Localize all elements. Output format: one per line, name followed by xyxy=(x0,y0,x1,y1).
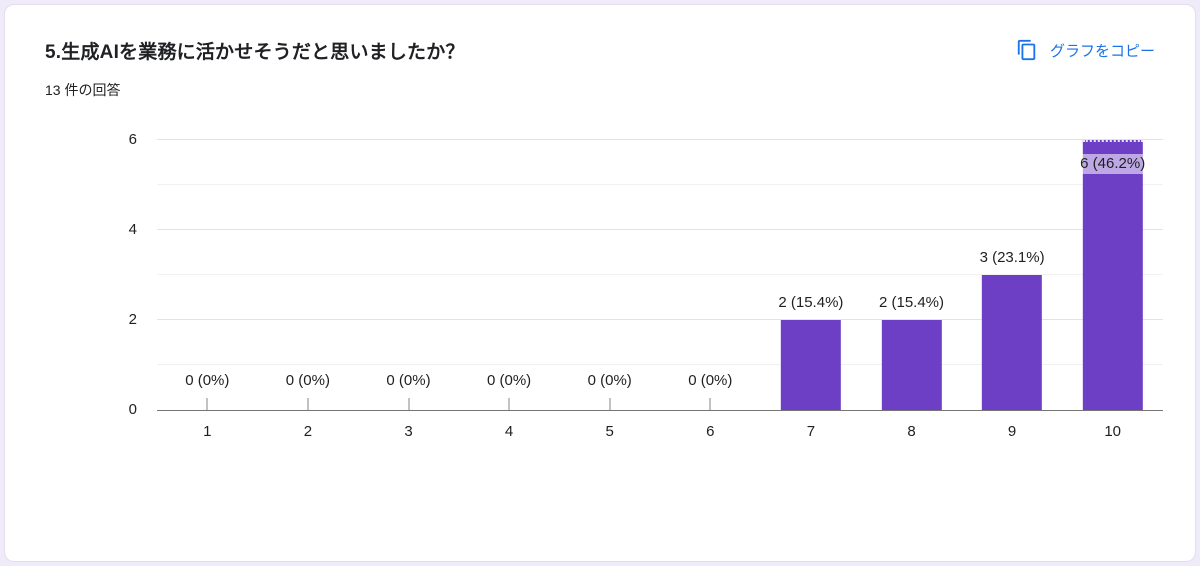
x-tick-label: 4 xyxy=(504,423,514,440)
copy-label: グラフをコピー xyxy=(1049,42,1155,60)
y-tick-label: 0 xyxy=(128,401,137,418)
gridline xyxy=(157,139,1163,140)
value-label: 3 (23.1%) xyxy=(979,249,1045,266)
copy-icon xyxy=(1016,39,1038,61)
gridline xyxy=(157,364,1163,365)
gridline xyxy=(157,184,1163,185)
gridline xyxy=(157,319,1163,320)
value-label: 0 (0%) xyxy=(285,372,330,389)
zero-bar-stem xyxy=(709,398,711,410)
value-label: 2 (15.4%) xyxy=(878,294,945,312)
copy-chart-button[interactable]: グラフをコピー xyxy=(1016,39,1155,61)
bar-chart: 0 2 4 6 0 (0%) 0 (0%) 0 (0%) 0 (0%) 0 (0%) 0 (0%… xyxy=(29,131,1171,470)
chart-card: 5.生成AIを業務に活かせそうだと思いましたか？ グラフをコピー 13 件の回答… xyxy=(4,4,1196,562)
y-axis-labels: 0 2 4 6 xyxy=(101,131,145,418)
x-tick-label: 8 xyxy=(907,423,916,440)
zero-bar-stem xyxy=(508,398,510,410)
gridline xyxy=(157,229,1163,230)
value-label: 0 (0%) xyxy=(185,372,230,389)
question-title: 5.生成AIを業務に活かせそうだと思いましたか？ xyxy=(45,42,465,63)
value-label: 0 (0%) xyxy=(587,372,632,389)
x-tick-label: 3 xyxy=(404,423,413,440)
gridline xyxy=(157,274,1163,275)
value-label: 0 (0%) xyxy=(688,372,733,389)
x-tick-label: 6 xyxy=(706,423,715,440)
x-tick-label: 5 xyxy=(605,423,614,440)
bar xyxy=(1082,140,1144,410)
value-label: 2 (15.4%) xyxy=(778,294,844,312)
x-tick-label: 7 xyxy=(806,423,816,440)
plot-area: 0 2 4 6 0 (0%) 0 (0%) 0 (0%) 0 (0%) 0 (0%) 0 (0%… xyxy=(129,131,1163,418)
zero-bar-stem xyxy=(609,398,611,410)
zero-bar-stem xyxy=(307,398,309,410)
zero-bar-stem xyxy=(408,398,409,410)
header-row: 5.生成AIを業務に活かせそうだと思いましたか？ グラフをコピー xyxy=(5,5,1195,64)
value-label: 6 (46.2%) xyxy=(1076,154,1150,174)
x-tick-label: 9 xyxy=(1007,423,1017,440)
value-label: 0 (0%) xyxy=(487,372,532,389)
bar xyxy=(780,320,842,410)
bar xyxy=(881,320,942,410)
x-tick-label: 10 xyxy=(1104,423,1122,440)
y-tick-label: 2 xyxy=(128,311,137,329)
zero-bar-stem xyxy=(206,398,208,410)
x-axis-labels: 1 2 3 4 5 6 7 8 9 10 xyxy=(157,423,1163,447)
y-tick-label: 6 xyxy=(128,131,137,148)
x-tick-label: 2 xyxy=(303,423,313,440)
bar xyxy=(981,275,1043,410)
value-label: 0 (0%) xyxy=(386,372,431,389)
response-count: 13 件の回答 xyxy=(45,82,121,98)
y-tick-label: 4 xyxy=(128,221,137,239)
x-tick-label: 1 xyxy=(203,423,212,440)
